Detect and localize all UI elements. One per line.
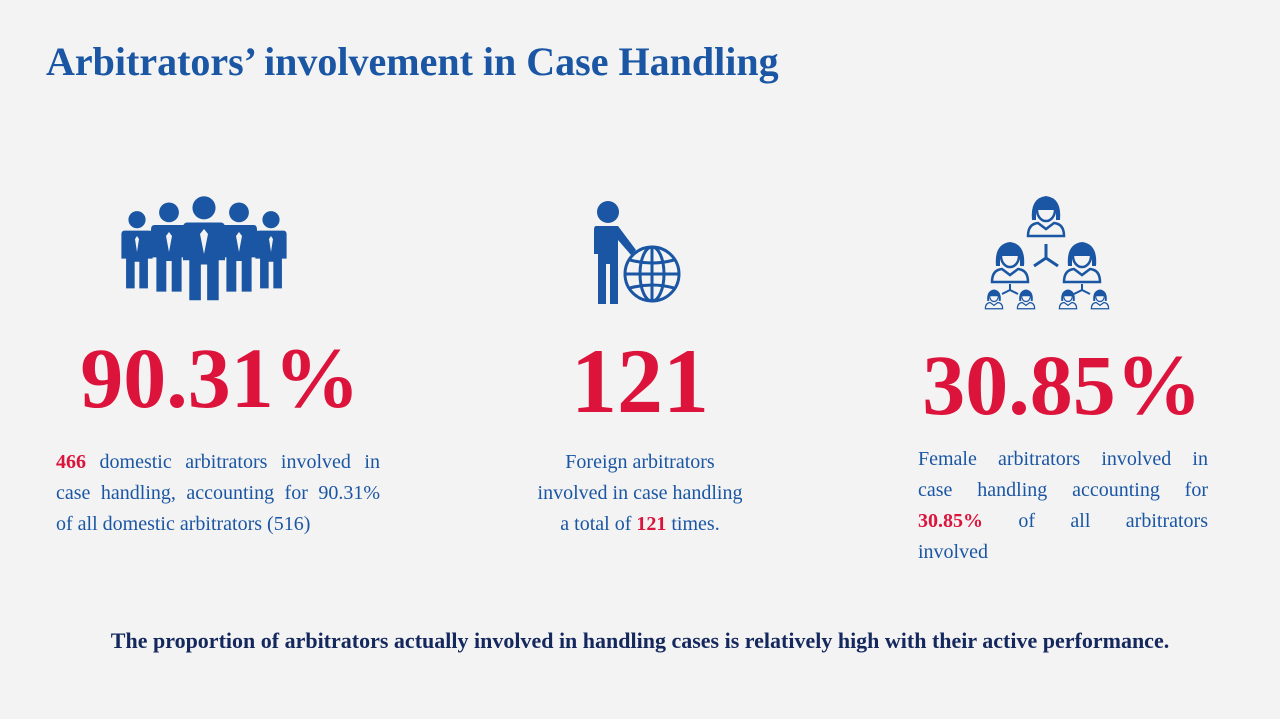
group-of-men-icon (121, 196, 287, 301)
stat-domestic-value: 90.31% (80, 330, 360, 426)
stat-female-value: 30.85% (922, 337, 1202, 433)
page-title: Arbitrators’ involvement in Case Handlin… (46, 39, 779, 84)
female-percent-highlight: 30.85% (918, 510, 983, 532)
domestic-count-highlight: 466 (56, 451, 86, 473)
stat-foreign-value: 121 (571, 330, 709, 432)
stat-foreign-description: Foreign arbitrators involved in case han… (537, 451, 743, 535)
stat-domestic-description: 466 domestic arbitrators involved in cas… (56, 451, 380, 535)
summary-footer: The proportion of arbitrators actually i… (110, 628, 1170, 653)
man-with-globe-icon (594, 201, 681, 304)
female-network-icon (984, 194, 1110, 310)
stat-female-description: Female arbitrators involved in case hand… (918, 448, 1208, 563)
foreign-count-highlight: 121 (636, 513, 667, 535)
